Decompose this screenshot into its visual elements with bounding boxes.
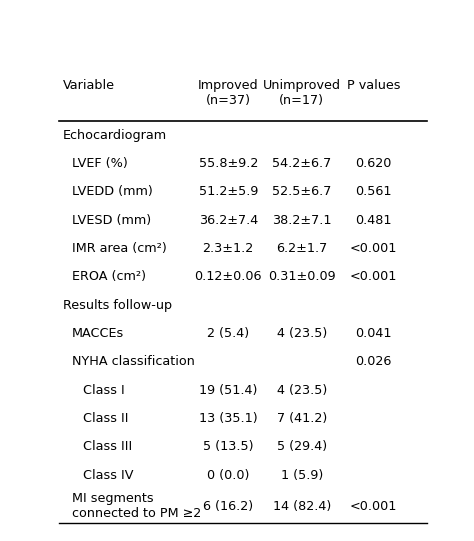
Text: 0.481: 0.481: [355, 214, 392, 227]
Text: <0.001: <0.001: [350, 500, 397, 513]
Text: 5 (29.4): 5 (29.4): [277, 440, 327, 453]
Text: Class IV: Class IV: [83, 469, 134, 481]
Text: 52.5±6.7: 52.5±6.7: [272, 186, 331, 199]
Text: 51.2±5.9: 51.2±5.9: [199, 186, 258, 199]
Text: 0.620: 0.620: [355, 157, 392, 170]
Text: <0.001: <0.001: [350, 242, 397, 255]
Text: Echocardiogram: Echocardiogram: [63, 129, 167, 142]
Text: 7 (41.2): 7 (41.2): [276, 412, 327, 425]
Text: MI segments
connected to PM ≥2: MI segments connected to PM ≥2: [72, 492, 201, 520]
Text: Class I: Class I: [83, 384, 125, 397]
Text: IMR area (cm²): IMR area (cm²): [72, 242, 167, 255]
Text: 55.8±9.2: 55.8±9.2: [199, 157, 258, 170]
Text: 0.31±0.09: 0.31±0.09: [268, 270, 336, 283]
Text: Class III: Class III: [83, 440, 132, 453]
Text: 19 (51.4): 19 (51.4): [199, 384, 257, 397]
Text: 36.2±7.4: 36.2±7.4: [199, 214, 258, 227]
Text: 2 (5.4): 2 (5.4): [207, 327, 249, 340]
Text: 4 (23.5): 4 (23.5): [276, 384, 327, 397]
Text: 5 (13.5): 5 (13.5): [203, 440, 254, 453]
Text: 0.041: 0.041: [355, 327, 392, 340]
Text: 0.12±0.06: 0.12±0.06: [194, 270, 262, 283]
Text: 0.561: 0.561: [355, 186, 392, 199]
Text: Unimproved
(n=17): Unimproved (n=17): [263, 80, 341, 108]
Text: Results follow-up: Results follow-up: [63, 299, 172, 312]
Text: Class II: Class II: [83, 412, 128, 425]
Text: Variable: Variable: [63, 80, 115, 93]
Text: 14 (82.4): 14 (82.4): [273, 500, 331, 513]
Text: 6.2±1.7: 6.2±1.7: [276, 242, 328, 255]
Text: P values: P values: [346, 80, 400, 93]
Text: EROA (cm²): EROA (cm²): [72, 270, 146, 283]
Text: <0.001: <0.001: [350, 270, 397, 283]
Text: LVEDD (mm): LVEDD (mm): [72, 186, 153, 199]
Text: NYHA classification: NYHA classification: [72, 355, 195, 368]
Text: Improved
(n=37): Improved (n=37): [198, 80, 258, 108]
Text: 2.3±1.2: 2.3±1.2: [202, 242, 254, 255]
Text: LVESD (mm): LVESD (mm): [72, 214, 151, 227]
Text: 0.026: 0.026: [355, 355, 392, 368]
Text: 6 (16.2): 6 (16.2): [203, 500, 253, 513]
Text: MACCEs: MACCEs: [72, 327, 124, 340]
Text: 0 (0.0): 0 (0.0): [207, 469, 249, 481]
Text: 4 (23.5): 4 (23.5): [276, 327, 327, 340]
Text: 54.2±6.7: 54.2±6.7: [272, 157, 331, 170]
Text: LVEF (%): LVEF (%): [72, 157, 128, 170]
Text: 38.2±7.1: 38.2±7.1: [272, 214, 331, 227]
Text: 1 (5.9): 1 (5.9): [281, 469, 323, 481]
Text: 13 (35.1): 13 (35.1): [199, 412, 257, 425]
